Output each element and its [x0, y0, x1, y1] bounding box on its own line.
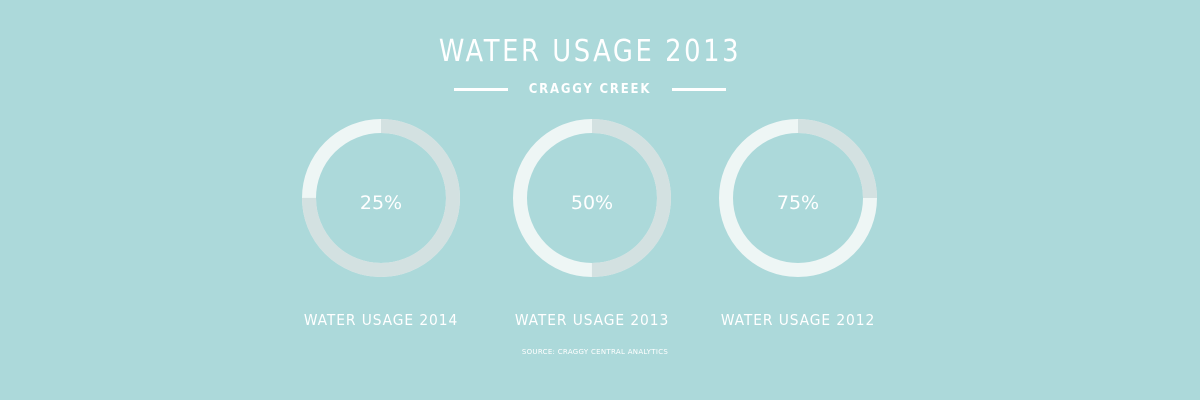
subtitle-rule-left — [454, 87, 508, 91]
chart-subtitle: CRAGGY CREEK — [528, 81, 652, 97]
donut-value-1: 50% — [570, 192, 614, 214]
donut-arc-2 — [719, 119, 877, 277]
donut-chart-0: 25% WATER USAGE 2014 — [261, 118, 501, 338]
donut-arc-1 — [513, 119, 671, 277]
donut-chart-1: 50% WATER USAGE 2013 — [472, 118, 712, 338]
donut-ring-1 — [513, 119, 671, 277]
source-note: SOURCE: CRAGGY CENTRAL ANALYTICS — [521, 348, 669, 356]
subtitle-row: CRAGGY CREEK — [0, 78, 1180, 100]
donut-ring-2 — [719, 119, 877, 277]
chart-title: WATER USAGE 2013 — [438, 34, 742, 69]
donut-value-0: 25% — [359, 192, 403, 214]
donut-label-1: WATER USAGE 2013 — [514, 311, 670, 329]
donut-value-2: 75% — [776, 192, 820, 214]
donut-label-0: WATER USAGE 2014 — [303, 311, 459, 329]
donut-ring-0 — [302, 119, 460, 277]
subtitle-rule-right — [672, 87, 726, 91]
donut-arc-0 — [302, 119, 460, 277]
donut-label-2: WATER USAGE 2012 — [720, 311, 876, 329]
donut-chart-2: 75% WATER USAGE 2012 — [678, 118, 918, 338]
